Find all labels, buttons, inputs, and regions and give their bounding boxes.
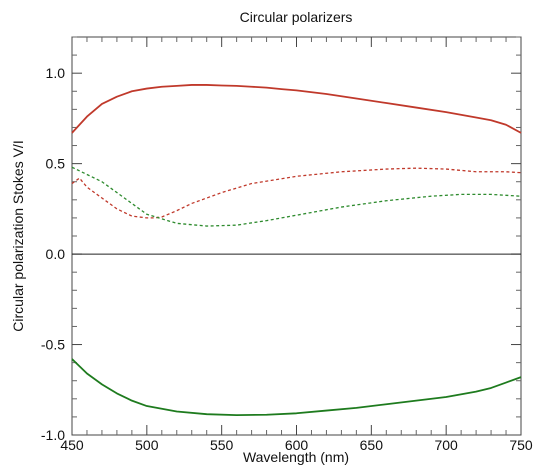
y-axis-label: Circular polarization Stokes V/I bbox=[10, 140, 26, 331]
y-tick-label: 1.0 bbox=[46, 65, 66, 81]
x-tick-label: 450 bbox=[60, 437, 84, 453]
x-axis-label: Wavelength (nm) bbox=[243, 449, 349, 465]
series-line-1 bbox=[71, 84, 522, 134]
minor-ticks bbox=[72, 36, 521, 435]
x-tick-labels: 450 500 550 600 650 700 750 bbox=[60, 437, 533, 453]
y-tick-label: 0.0 bbox=[46, 246, 66, 262]
y-tick-label: 0.5 bbox=[46, 156, 66, 172]
y-tick-label: -0.5 bbox=[41, 337, 65, 353]
chart-title: Circular polarizers bbox=[240, 9, 353, 25]
x-tick-label: 700 bbox=[434, 437, 458, 453]
series-line-2 bbox=[71, 167, 522, 219]
x-tick-label: 750 bbox=[509, 437, 533, 453]
y-tick-label: -1.0 bbox=[41, 427, 65, 443]
x-tick-label: 500 bbox=[135, 437, 159, 453]
major-ticks bbox=[71, 37, 522, 436]
series-group bbox=[71, 84, 522, 416]
series-line-3 bbox=[71, 166, 522, 227]
x-tick-label: 650 bbox=[360, 437, 384, 453]
series-line-4 bbox=[71, 358, 522, 416]
x-tick-label: 550 bbox=[210, 437, 234, 453]
y-tick-labels: -1.0 -0.5 0.0 0.5 1.0 bbox=[41, 65, 65, 443]
plot-frame bbox=[71, 36, 522, 436]
x-tick-label: 600 bbox=[285, 437, 309, 453]
